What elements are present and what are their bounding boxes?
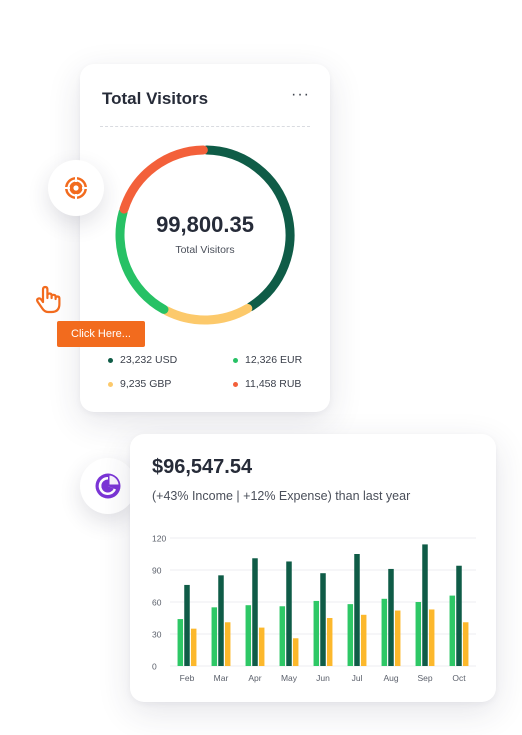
total-visitors-value: 99,800.35 [156,212,254,237]
x-tick-label: Aug [383,673,398,683]
bar-oct-series-3 [462,622,469,666]
bar-mar-series-3 [224,622,231,666]
legend-usd-text: 23,232 USD [120,354,178,366]
donut-segment-eur [115,207,169,314]
more-options-icon[interactable]: ··· [291,86,310,103]
donut-chart [115,145,295,325]
legend-dot [108,381,113,387]
target-badge [48,160,104,216]
x-tick-label: Oct [452,673,466,683]
bar-may-series-3 [292,638,299,666]
bar-apr-series-2 [252,558,258,666]
y-tick-label: 0 [152,662,157,672]
legend-dot [233,381,238,387]
y-tick-label: 120 [152,534,166,544]
bar-jul-series-3 [360,614,367,666]
legend-dot [233,357,238,363]
bar-oct-series-2 [456,565,462,666]
hand-pointer-icon [36,285,61,314]
income-subtitle: (+43% Income | +12% Expense) than last y… [152,489,411,503]
bar-feb-series-2 [184,584,190,666]
bar-jun-series-1 [313,600,320,666]
income-card: $96,547.54 (+43% Income | +12% Expense) … [130,434,496,702]
pie-chart-badge [80,458,136,514]
bar-may-series-1 [279,606,286,666]
y-tick-label: 90 [152,566,162,576]
donut-segment-usd [202,145,295,312]
divider [100,126,310,127]
target-icon [63,175,89,201]
bar-sep-series-1 [415,602,422,666]
income-amount: $96,547.54 [152,456,253,478]
click-here-button[interactable]: Click Here... [57,321,145,347]
legend-gbp: 9,235 GBP [108,378,171,390]
bar-apr-series-1 [245,605,252,666]
legend-eur: 12,326 EUR [233,354,302,366]
bar-feb-series-3 [190,628,197,666]
bar-jul-series-1 [347,604,354,666]
bar-chart: 0 30 60 90 120 Feb Mar Apr May Jun Jul Aug Sep Oct [152,534,476,683]
donut-segment-rub [119,145,208,214]
donut-segment-gbp [162,303,253,325]
pie-chart-icon [95,473,121,499]
x-tick-label: Feb [180,673,195,683]
total-visitors-card: Total Visitors ··· 99,800.35 Total Visit… [80,64,330,412]
bar-mar-series-2 [218,575,224,666]
legend-rub-text: 11,458 RUB [245,378,302,390]
legend-eur-text: 12,326 EUR [245,354,303,366]
bar-oct-series-1 [449,595,456,666]
bar-aug-series-1 [381,598,388,666]
x-tick-label: Jun [316,673,330,683]
x-tick-label: May [281,673,298,683]
x-tick-label: Apr [248,673,261,683]
bar-jul-series-2 [354,554,360,666]
legend-rub: 11,458 RUB [233,378,301,390]
bar-apr-series-3 [258,627,265,666]
bar-jun-series-2 [320,573,326,666]
y-tick-label: 30 [152,630,162,640]
total-visitors-label: Total Visitors [175,244,235,256]
y-tick-label: 60 [152,598,162,608]
x-tick-label: Mar [214,673,229,683]
bar-jun-series-3 [326,618,333,666]
legend-dot [108,357,113,363]
bar-may-series-2 [286,561,292,666]
card-title: Total Visitors [102,89,209,108]
bar-feb-series-1 [177,619,184,666]
bar-aug-series-3 [394,610,401,666]
legend-usd: 23,232 USD [108,354,177,366]
bar-mar-series-1 [211,607,218,666]
bar-sep-series-2 [422,544,428,666]
bar-aug-series-2 [388,568,394,666]
x-tick-label: Sep [417,673,432,683]
legend-gbp-text: 9,235 GBP [120,378,172,390]
bar-sep-series-3 [428,609,435,666]
x-tick-label: Jul [352,673,363,683]
